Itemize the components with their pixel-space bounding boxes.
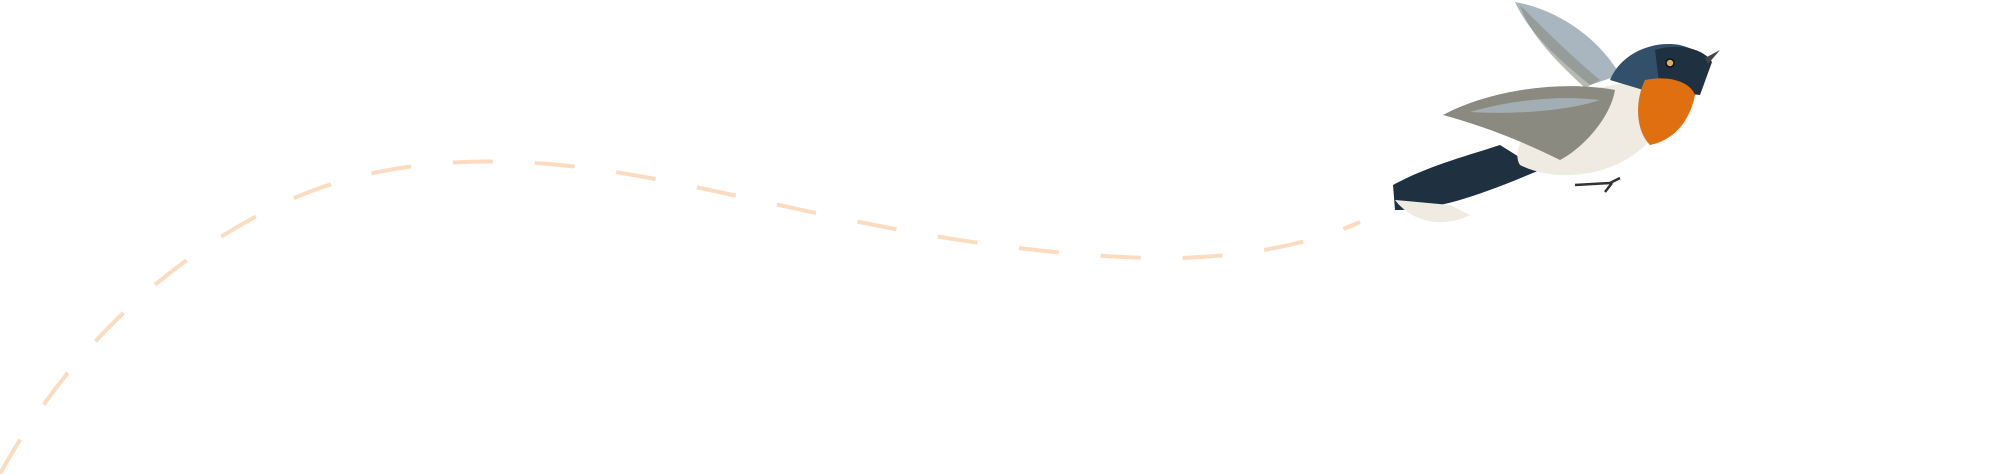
bird-foot xyxy=(1574,176,1621,193)
dashed-flight-path xyxy=(0,159,1361,474)
bird-eye xyxy=(1665,58,1675,68)
bird-upper-wing xyxy=(1515,2,1620,85)
bird-tail-tip xyxy=(1395,200,1470,223)
bird-beak xyxy=(1705,50,1720,64)
bird-tail xyxy=(1393,145,1540,210)
bird-illustration xyxy=(1393,2,1720,223)
bird-lower-wing-highlight xyxy=(1470,98,1600,113)
bird-throat xyxy=(1638,78,1695,145)
bird-upper-wing-shade xyxy=(1520,5,1600,88)
